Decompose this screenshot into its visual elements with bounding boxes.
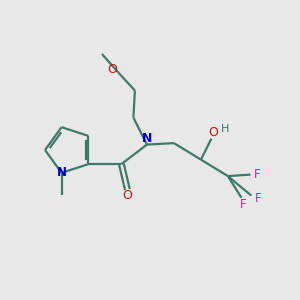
Text: F: F [255,192,261,205]
Text: H: H [221,124,229,134]
Text: O: O [107,62,117,76]
Text: N: N [57,166,67,179]
Text: O: O [122,189,132,202]
Text: N: N [142,131,152,145]
Text: F: F [254,168,260,181]
Text: O: O [208,125,218,139]
Text: F: F [240,198,246,211]
